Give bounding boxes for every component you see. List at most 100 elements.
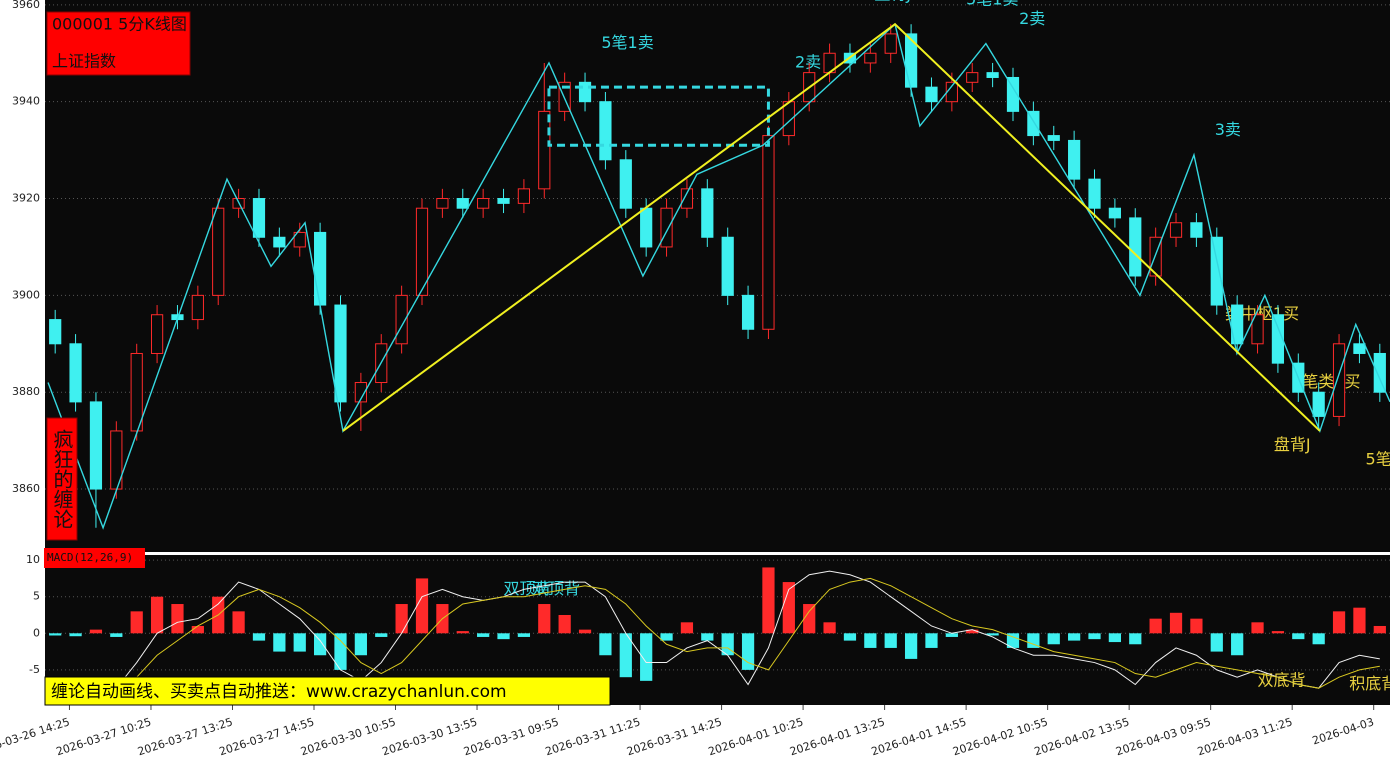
- candle-body: [49, 319, 62, 345]
- candle-body: [538, 110, 551, 190]
- macd-bar: [701, 633, 714, 641]
- candle-body: [456, 198, 469, 209]
- macd-bar: [1373, 625, 1386, 634]
- macd-bar: [1169, 612, 1183, 634]
- macd-bar: [171, 604, 184, 634]
- y-tick-label: 3900: [12, 288, 40, 301]
- annotation: 2卖: [795, 52, 821, 71]
- candle-body: [497, 198, 510, 204]
- macd-bar: [619, 633, 632, 678]
- main-plot: [45, 0, 1390, 552]
- candle-body: [1271, 314, 1285, 364]
- side-box: [46, 417, 78, 541]
- macd-bar: [232, 611, 245, 634]
- candle-body: [1332, 343, 1346, 417]
- macd-bar: [578, 629, 592, 634]
- stroke-line: [47, 22, 1390, 530]
- candle-body: [1373, 352, 1386, 393]
- banner: 缠论自动画线、买卖点自动推送：www.crazychanlun.com: [51, 682, 507, 702]
- macd-title: MACD(12,26,9): [47, 551, 133, 564]
- candle-body: [1312, 391, 1325, 417]
- macd-bar: [1271, 631, 1285, 634]
- macd-bar: [1312, 633, 1325, 645]
- macd-bar: [69, 633, 82, 637]
- macd-title-box: [44, 548, 145, 568]
- macd-bar: [864, 633, 877, 648]
- macd-bar: [966, 629, 979, 634]
- macd-bar: [762, 567, 775, 634]
- macd-bar: [1190, 618, 1203, 634]
- macd-bar: [1047, 633, 1060, 645]
- macd-bar: [558, 615, 571, 634]
- macd-bar: [1332, 611, 1346, 634]
- candle-body: [415, 207, 429, 296]
- candle-body: [334, 304, 347, 403]
- macd-bar: [1027, 633, 1040, 648]
- candle-body: [517, 188, 531, 204]
- candle-body: [701, 188, 714, 238]
- macd-bar: [334, 633, 347, 670]
- macd-bar: [1006, 633, 1020, 648]
- candle-body: [864, 52, 877, 64]
- candle-body: [1006, 76, 1020, 112]
- candle-body: [69, 343, 82, 403]
- candle-body: [212, 207, 225, 296]
- macd-bar: [150, 596, 164, 634]
- annotation: 2卖: [1019, 9, 1045, 28]
- macd-bar: [49, 633, 62, 636]
- macd-bar: [986, 633, 999, 636]
- segment-line: [342, 22, 1321, 432]
- chart-subtitle: 上证指数: [52, 52, 116, 71]
- macd-bar: [1088, 633, 1101, 640]
- candle-body: [1149, 236, 1162, 277]
- candle-body: [660, 207, 673, 248]
- macd-bar: [823, 622, 836, 634]
- candle-body: [191, 294, 204, 321]
- candle-body: [1108, 207, 1121, 219]
- annotation: 3卖: [1215, 120, 1241, 139]
- banner-box: [44, 676, 611, 706]
- y-tick-label: 3860: [12, 482, 40, 495]
- candle-body: [1068, 139, 1081, 180]
- annotation: 5笔1买: [1366, 450, 1390, 469]
- candle-body: [314, 231, 327, 306]
- y-tick-label: 10: [26, 553, 40, 566]
- side-label: 疯狂的缠论: [50, 429, 74, 529]
- candle-body: [1353, 343, 1366, 354]
- candle-body: [273, 236, 286, 248]
- candle-body: [395, 294, 408, 345]
- candle-body: [252, 198, 266, 238]
- macd-bar: [1068, 633, 1081, 641]
- macd-bar: [1251, 622, 1264, 634]
- chart-title: 000001 5分K线图: [52, 15, 187, 34]
- candle-body: [986, 72, 999, 78]
- macd-bar: [191, 625, 204, 634]
- macd-bar: [497, 633, 510, 640]
- macd-bar: [1292, 633, 1305, 640]
- annotation: 双底背: [1258, 670, 1306, 689]
- candle-body: [1169, 222, 1183, 238]
- y-tick-label: 3960: [12, 0, 40, 11]
- macd-bar: [538, 604, 551, 634]
- candle-body: [293, 231, 306, 248]
- candle-body: [354, 382, 367, 403]
- macd-bar: [89, 629, 103, 634]
- candle-body: [966, 72, 979, 83]
- candle-body: [1210, 236, 1223, 306]
- annotation: 5笔1卖: [966, 0, 1018, 9]
- candle-body: [884, 33, 897, 54]
- candle-body: [578, 81, 592, 103]
- macd-bar: [904, 633, 918, 659]
- macd-bar: [1210, 633, 1223, 652]
- annotation: 5笔1卖: [601, 33, 653, 52]
- macd-bar: [843, 633, 857, 641]
- candle-body: [762, 135, 775, 330]
- macd-bar: [1149, 618, 1162, 634]
- candle-body: [721, 236, 734, 296]
- macd-bar: [293, 633, 306, 652]
- macd-bar: [252, 633, 266, 641]
- candle-body: [477, 198, 490, 209]
- candle-body: [904, 33, 918, 88]
- candle-body: [680, 188, 694, 209]
